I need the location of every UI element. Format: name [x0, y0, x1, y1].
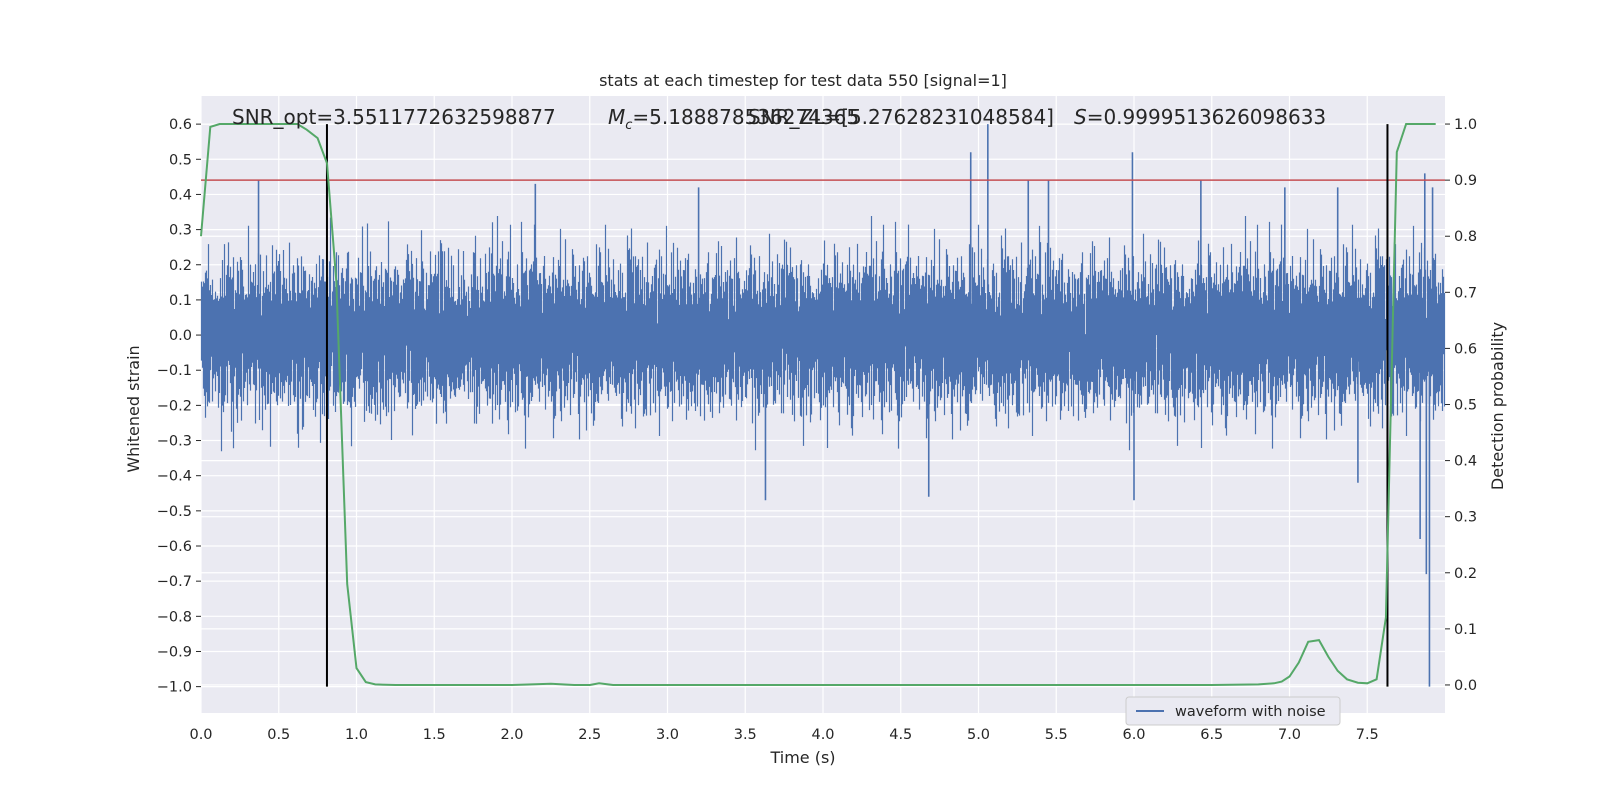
- x-axis-label: Time (s): [769, 748, 835, 767]
- x-tick-label: 0.0: [189, 727, 212, 743]
- y2-tick-label: 0.3: [1454, 510, 1477, 526]
- y-tick-label: −0.4: [157, 469, 192, 485]
- legend-box: [1125, 696, 1341, 726]
- x-axis-ticks: 0.0 0.5 1.0 1.5 2.0 2.5 3.0 3.5 4.0 4.5 5.0 5.5 6.0 6…: [189, 727, 1378, 743]
- x-tick-label: 3.0: [656, 727, 679, 743]
- x-tick-label: 5.5: [1045, 727, 1068, 743]
- y2-tick-label: 0.5: [1454, 398, 1477, 414]
- y-tick-label: −0.2: [157, 398, 192, 414]
- x-tick-label: 2.0: [500, 727, 523, 743]
- legend: waveform with noise: [1125, 696, 1341, 726]
- y2-tick-label: 0.7: [1454, 285, 1477, 301]
- y2-tick-label: 0.2: [1454, 566, 1477, 582]
- annotation-s-symbol: S: [1074, 105, 1087, 129]
- y-tick-label: −0.6: [157, 539, 192, 555]
- y2-tick-label: 0.0: [1454, 678, 1477, 694]
- annotation-mc-symbol: M: [608, 105, 625, 129]
- annotation-mc-value: =5.188878536274365: [632, 105, 859, 129]
- annotation-s-value: =0.9999513626098633: [1087, 105, 1326, 129]
- x-tick-label: 1.0: [345, 727, 368, 743]
- annotation-s: S=0.9999513626098633: [1074, 105, 1326, 129]
- x-tick-label: 1.5: [423, 727, 446, 743]
- waveform-series: [200, 216, 1446, 452]
- probability-series-line: [200, 123, 1436, 686]
- y-tick-label: −0.7: [157, 574, 192, 590]
- y-tick-label: 0.6: [169, 117, 192, 133]
- y-tick-label: 0.2: [169, 258, 192, 274]
- y-tick-label: 0.1: [169, 293, 192, 309]
- y-tick-label: 0.3: [169, 223, 192, 239]
- y2-axis-label: Detection probability: [1488, 322, 1507, 490]
- waveform-trace: [200, 216, 1446, 452]
- x-tick-label: 6.0: [1122, 727, 1145, 743]
- y-tick-label: −0.8: [157, 609, 192, 625]
- y2-tick-label: 0.6: [1454, 341, 1477, 357]
- annotation-snr-opt: SNR_opt=3.5511772632598877: [232, 105, 556, 129]
- y-tick-label: 0.0: [169, 328, 192, 344]
- y-tick-label: 0.4: [169, 187, 192, 203]
- x-tick-label: 4.5: [889, 727, 912, 743]
- legend-label-waveform: waveform with noise: [1175, 704, 1326, 720]
- annotations: SNR_opt=3.5511772632598877 Mc=5.18887853…: [232, 105, 1326, 133]
- x-tick-label: 6.5: [1200, 727, 1223, 743]
- annotation-mc: Mc=5.188878536274365: [608, 105, 859, 133]
- waveform-peaks: [257, 124, 1434, 687]
- y-axis-label: Whitened strain: [124, 345, 143, 472]
- y-tick-label: 0.5: [169, 152, 192, 168]
- annotation-snr-zl: SNR_ZL=[5.27628231048584]: [748, 105, 1054, 129]
- x-tick-label: 4.0: [811, 727, 834, 743]
- x-tick-label: 3.5: [734, 727, 757, 743]
- y2-tick-label: 0.8: [1454, 229, 1477, 245]
- annotation-mc-sub: c: [625, 118, 632, 133]
- y-axis-ticks: 0.6 0.5 0.4 0.3 0.2 0.1 0.0 −0.1 −0.2 −0.3 −0.4 −0.…: [157, 117, 201, 696]
- y-tick-label: −0.3: [157, 434, 192, 450]
- y2-tick-label: 0.9: [1454, 173, 1477, 189]
- y2-tick-label: 1.0: [1454, 117, 1477, 133]
- y-tick-label: −0.5: [157, 504, 192, 520]
- x-tick-label: 7.5: [1356, 727, 1379, 743]
- plot-area: [200, 96, 1446, 713]
- y2-tick-label: 0.1: [1454, 622, 1477, 638]
- y-tick-label: −0.9: [157, 644, 192, 660]
- y2-tick-label: 0.4: [1454, 454, 1477, 470]
- y-tick-label: −1.0: [157, 680, 192, 696]
- x-tick-label: 5.0: [967, 727, 990, 743]
- y-tick-label: −0.1: [157, 363, 192, 379]
- x-tick-label: 2.5: [578, 727, 601, 743]
- x-tick-label: 0.5: [267, 727, 290, 743]
- y2-axis-ticks: 1.0 0.9 0.8 0.7 0.6 0.5 0.4 0.3 0.2 0.1 0.0: [1445, 117, 1477, 694]
- x-tick-label: 7.0: [1278, 727, 1301, 743]
- chart-title: stats at each timestep for test data 550…: [599, 71, 1007, 90]
